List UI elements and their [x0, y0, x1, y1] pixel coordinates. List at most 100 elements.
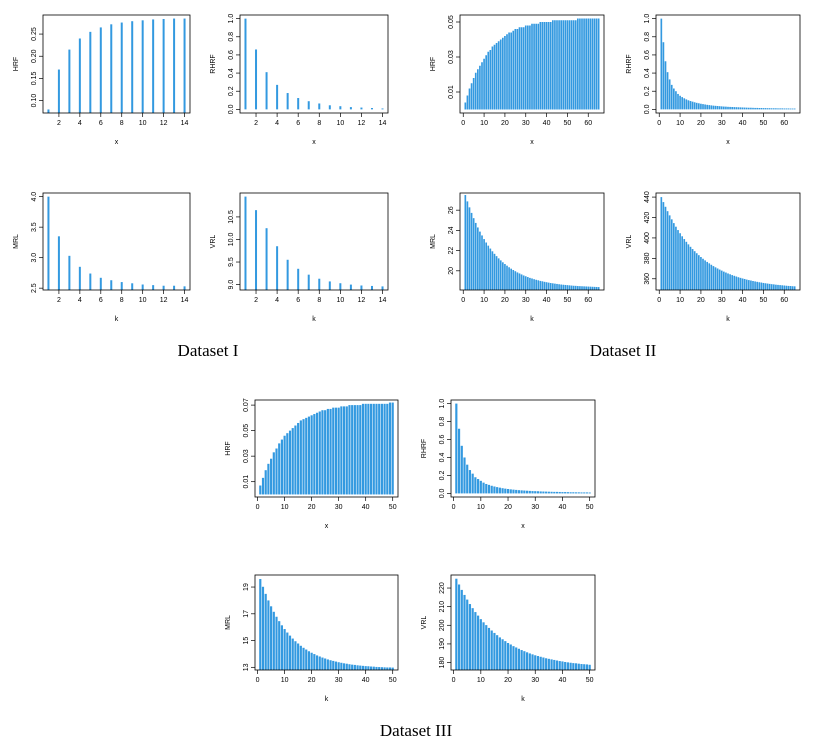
y-tick-label: 1.0 [644, 14, 651, 24]
bar [524, 25, 527, 110]
bar [183, 18, 186, 113]
bar [463, 457, 466, 494]
x-tick-label: 0 [452, 504, 456, 511]
bar [383, 667, 386, 670]
plot-box [42, 14, 191, 114]
x-tick-label: 14 [181, 297, 189, 304]
bar [687, 244, 690, 290]
bar [375, 666, 378, 670]
bar [280, 439, 283, 495]
bar [745, 279, 748, 290]
bar [518, 273, 521, 290]
x-tick-label: 40 [739, 297, 747, 304]
bar [479, 619, 482, 670]
bar [729, 106, 731, 110]
bar [691, 101, 694, 110]
bar [698, 103, 700, 110]
bar [773, 284, 775, 290]
bar [372, 666, 375, 670]
bar [141, 284, 144, 290]
bar [78, 266, 81, 290]
bar [758, 108, 761, 110]
x-tick-label: 8 [317, 297, 321, 304]
bar [472, 78, 475, 110]
bar [131, 283, 134, 290]
bar [666, 211, 669, 290]
y-tick-label: 180 [439, 657, 446, 669]
bar [662, 42, 665, 110]
bar [315, 655, 319, 670]
bar [388, 402, 392, 495]
bar [725, 272, 727, 290]
bar [297, 268, 300, 290]
y-tick-label: 0.0 [644, 104, 651, 114]
bar [524, 276, 527, 290]
bar [493, 632, 496, 670]
bar [272, 452, 275, 495]
bar [781, 108, 783, 110]
bar [718, 106, 721, 110]
y-tick-label: 1.0 [439, 399, 446, 409]
x-tick-label: 12 [358, 297, 366, 304]
bar [360, 285, 363, 290]
bar [297, 98, 300, 110]
bar [723, 106, 725, 110]
bar [270, 606, 273, 670]
bar [286, 632, 289, 670]
bar [514, 271, 517, 290]
bar [477, 479, 480, 494]
x-tick-label: 40 [559, 504, 567, 511]
bar [528, 490, 531, 494]
x-tick-label: 30 [531, 677, 539, 684]
x-tick-label: 10 [281, 677, 289, 684]
x-tick-label: 50 [586, 504, 594, 511]
bar [288, 430, 292, 495]
bar [727, 106, 729, 110]
bar [272, 611, 275, 670]
bar [577, 663, 580, 670]
y-tick-label: 360 [644, 273, 651, 285]
bar [666, 72, 669, 110]
bar [564, 20, 567, 110]
bar [276, 246, 279, 290]
bar [471, 473, 474, 494]
bar [558, 20, 560, 110]
bar [318, 278, 321, 290]
bar [555, 491, 559, 494]
bar [793, 108, 796, 110]
bar [754, 281, 756, 290]
x-axis-label: x [312, 139, 316, 146]
x-tick-label: 50 [389, 504, 397, 511]
x-tick-label: 14 [181, 120, 189, 127]
y-tick-label: 0.03 [243, 449, 250, 463]
plot-box [459, 192, 605, 291]
plot-box [254, 399, 399, 498]
bar [120, 22, 123, 114]
x-tick-label: 10 [336, 297, 344, 304]
bar [328, 281, 331, 290]
y-tick-label: 400 [644, 232, 651, 244]
bar [708, 263, 711, 290]
y-axis-label: MRL [225, 615, 232, 630]
x-tick-label: 20 [504, 677, 512, 684]
x-axis-label: x [521, 523, 525, 530]
bar [324, 658, 327, 670]
bar [482, 482, 485, 494]
bar [57, 69, 60, 113]
bar [568, 285, 571, 290]
x-tick-label: 2 [57, 120, 61, 127]
bar [370, 403, 373, 495]
bar [162, 285, 165, 290]
bar [714, 105, 717, 110]
bar [487, 627, 491, 670]
bar [131, 21, 134, 113]
bar [259, 485, 262, 495]
bar [733, 107, 736, 110]
bar [367, 403, 370, 495]
bar [348, 664, 351, 670]
bar [535, 23, 537, 110]
bar [587, 286, 590, 290]
bar [735, 276, 738, 290]
bar [589, 286, 592, 290]
bar [562, 284, 565, 290]
